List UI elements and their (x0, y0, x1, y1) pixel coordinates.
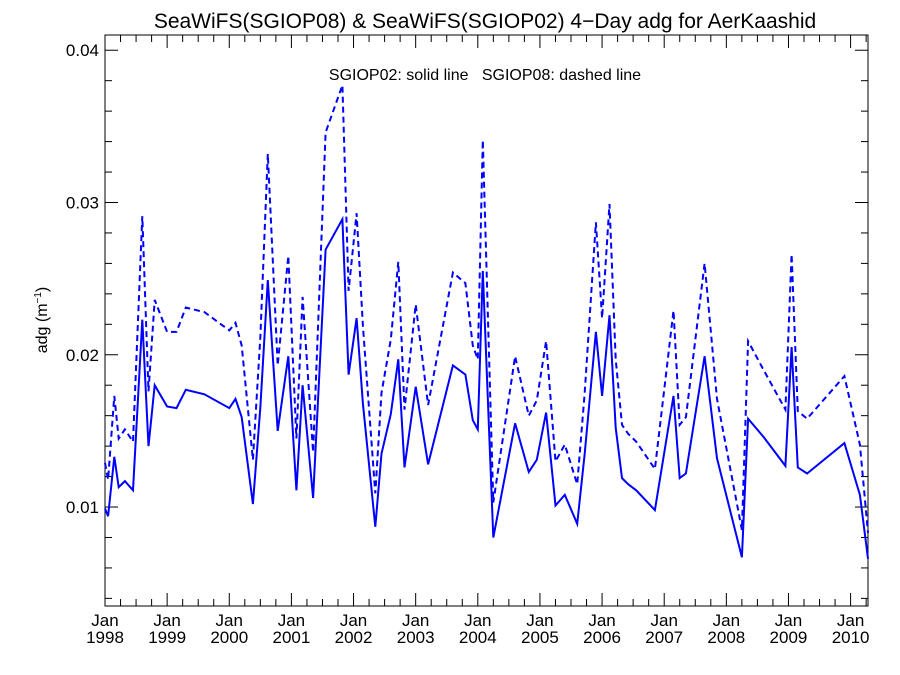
y-tick-label: 0.02 (66, 346, 99, 365)
series-line-sgiop02 (104, 215, 869, 559)
x-tick-label-year: 2001 (272, 628, 310, 647)
x-tick-label-year: 1999 (148, 628, 186, 647)
x-tick-label-year: 2003 (397, 628, 435, 647)
x-tick-label-year: 1998 (86, 628, 124, 647)
chart-title: SeaWiFS(SGIOP08) & SeaWiFS(SGIOP02) 4−Da… (154, 10, 816, 33)
series-group (104, 84, 869, 559)
series-line-sgiop08 (104, 84, 869, 533)
y-axis-label-superscript: −1 (33, 292, 44, 304)
x-tick-label-year: 2008 (707, 628, 745, 647)
x-tick-label-year: 2009 (770, 628, 808, 647)
y-tick-label: 0.03 (66, 193, 99, 212)
x-tick-label-month: Jan (402, 611, 429, 630)
y-tick-label: 0.04 (66, 41, 99, 60)
x-tick-label-year: 2005 (521, 628, 559, 647)
y-axis-label: adg (m−1) (33, 287, 51, 354)
x-tick-label-year: 2002 (335, 628, 373, 647)
y-axis-label-main: adg (m (34, 303, 51, 353)
x-tick-label-year: 2000 (210, 628, 248, 647)
x-tick-label-year: 2006 (583, 628, 621, 647)
x-tick-label-month: Jan (464, 611, 491, 630)
y-axis-label-close: ) (34, 287, 51, 292)
legend-annotation: SGIOP02: solid line SGIOP08: dashed line (329, 67, 641, 84)
x-tick-label-month: Jan (278, 611, 305, 630)
x-tick-label-year: 2004 (459, 628, 497, 647)
x-tick-label-month: Jan (153, 611, 180, 630)
x-tick-label-month: Jan (775, 611, 802, 630)
x-tick-label-year: 2007 (645, 628, 683, 647)
plot-frame (104, 34, 869, 607)
axes: 0.010.020.030.04Jan1998Jan1999Jan2000Jan… (66, 34, 870, 647)
x-tick-label-year: 2010 (832, 628, 870, 647)
x-tick-label-month: Jan (588, 611, 615, 630)
x-tick-label-month: Jan (713, 611, 740, 630)
x-tick-label-month: Jan (340, 611, 367, 630)
x-tick-label-month: Jan (650, 611, 677, 630)
x-tick-label-month: Jan (91, 611, 118, 630)
x-tick-label-month: Jan (216, 611, 243, 630)
x-tick-label-month: Jan (837, 611, 864, 630)
y-tick-label: 0.01 (66, 498, 99, 517)
x-tick-label-month: Jan (526, 611, 553, 630)
